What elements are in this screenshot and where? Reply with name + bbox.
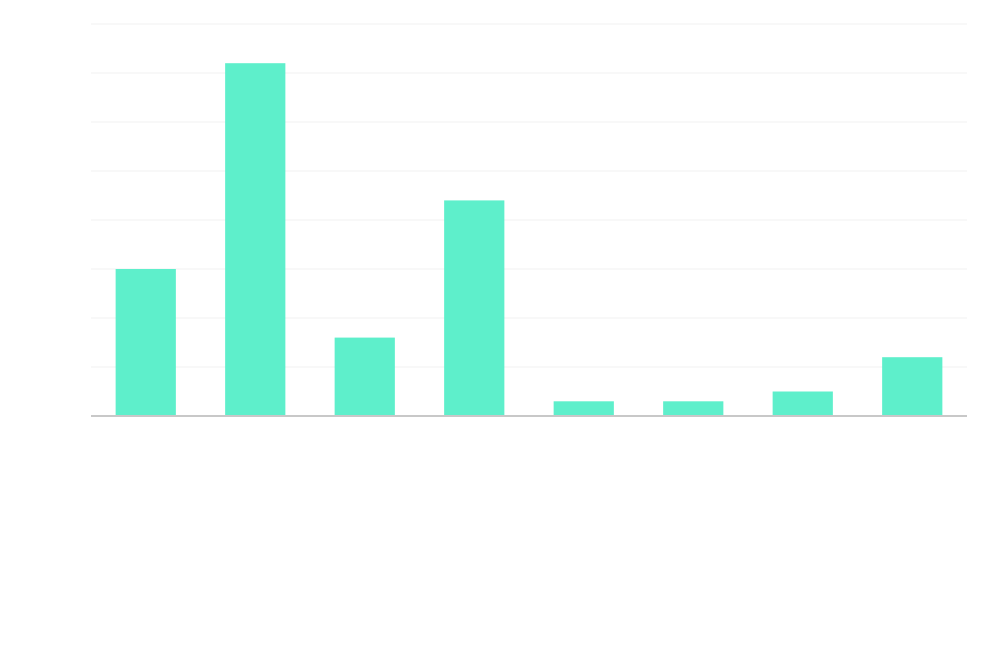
bar	[334, 337, 395, 416]
bar	[882, 357, 943, 416]
bar	[553, 401, 614, 416]
bar	[772, 391, 833, 416]
bar	[663, 401, 724, 416]
bar	[444, 200, 505, 416]
bar	[115, 269, 176, 416]
bar	[225, 63, 286, 416]
